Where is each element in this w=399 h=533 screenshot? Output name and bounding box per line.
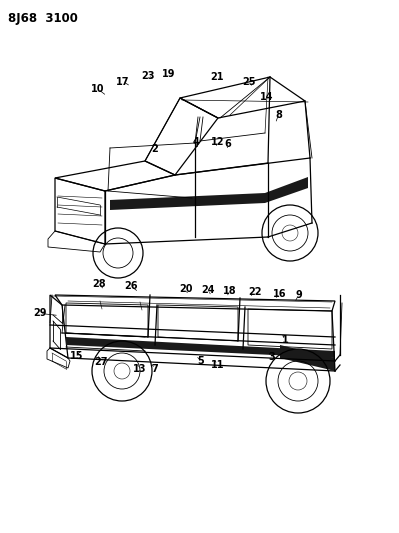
- Text: 29: 29: [33, 309, 47, 318]
- Text: 16: 16: [273, 289, 286, 298]
- Text: 12: 12: [211, 137, 224, 147]
- Text: 5: 5: [197, 357, 203, 366]
- Text: 1: 1: [282, 335, 288, 345]
- Text: 15: 15: [70, 351, 83, 361]
- Text: 10: 10: [91, 84, 105, 94]
- Text: 24: 24: [201, 285, 215, 295]
- Text: 18: 18: [223, 286, 236, 296]
- Text: 21: 21: [211, 72, 224, 82]
- Text: 11: 11: [211, 360, 224, 369]
- Text: 3: 3: [268, 352, 275, 362]
- Text: 28: 28: [92, 279, 106, 289]
- Text: 22: 22: [248, 287, 261, 297]
- Text: 23: 23: [141, 71, 154, 80]
- Text: 17: 17: [116, 77, 130, 86]
- Text: 8: 8: [275, 110, 282, 119]
- Polygon shape: [280, 345, 335, 371]
- Text: 26: 26: [124, 281, 138, 291]
- Text: 19: 19: [162, 69, 175, 79]
- Text: 14: 14: [260, 92, 273, 102]
- Text: 7: 7: [152, 364, 158, 374]
- Text: 27: 27: [94, 358, 107, 367]
- Text: 2: 2: [152, 144, 158, 154]
- Text: 20: 20: [179, 284, 192, 294]
- Text: 4: 4: [192, 138, 199, 147]
- Polygon shape: [110, 177, 308, 210]
- Text: 9: 9: [295, 290, 302, 300]
- Text: 8J68  3100: 8J68 3100: [8, 12, 78, 25]
- Text: 6: 6: [225, 140, 231, 149]
- Text: 25: 25: [243, 77, 256, 86]
- Polygon shape: [66, 337, 335, 358]
- Text: 13: 13: [133, 364, 146, 374]
